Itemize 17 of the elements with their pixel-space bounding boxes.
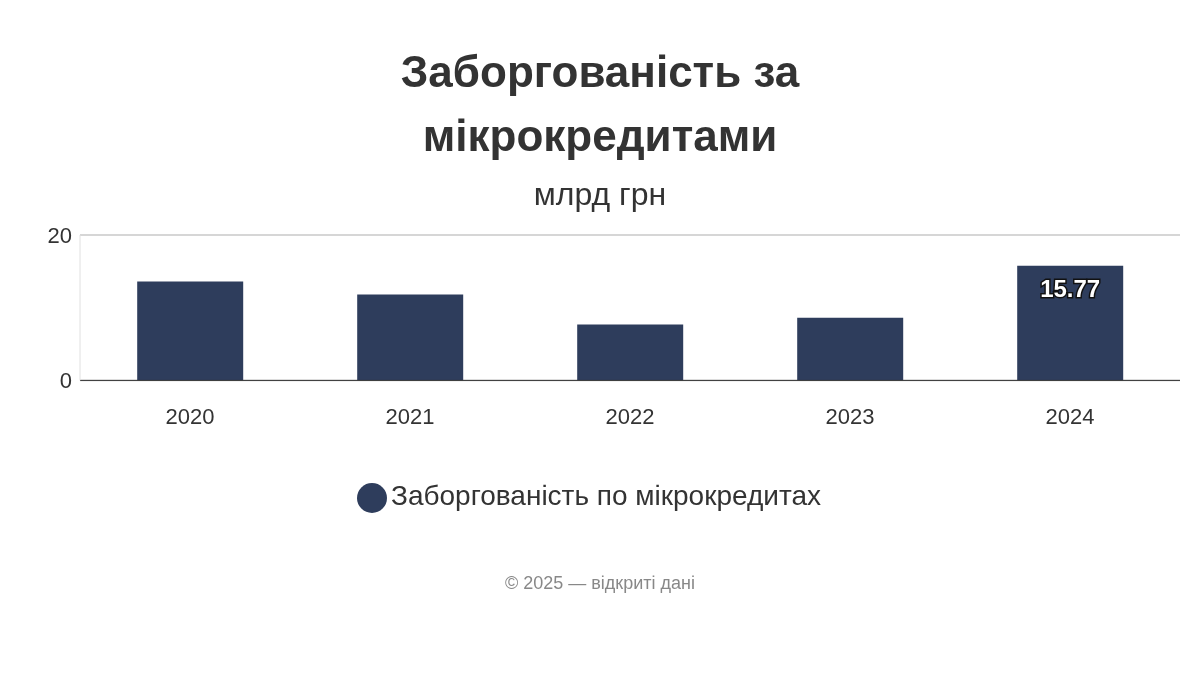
y-tick-label: 20 (47, 222, 72, 248)
x-tick-label: 2024 (1045, 404, 1095, 430)
legend-label: Заборгованість по мікрокредитах (390, 480, 822, 512)
x-tick-label: 2020 (165, 404, 215, 430)
bar (577, 324, 684, 381)
x-tick-label: 2023 (825, 404, 875, 430)
bar (137, 281, 244, 381)
data-label: 15.77 (1040, 274, 1101, 302)
bar (357, 294, 464, 381)
text: © 2025 — відкриті дані (504, 573, 696, 594)
x-tick-label: 2021 (385, 404, 435, 430)
x-tick-label: 2022 (605, 404, 655, 430)
y-tick-label: 0 (59, 368, 72, 394)
chart-subtitle: млрд грн (532, 176, 668, 213)
bar (797, 317, 904, 381)
chart-title: Заборгованість за мікрокредитами (399, 46, 801, 162)
bar (1017, 265, 1124, 381)
